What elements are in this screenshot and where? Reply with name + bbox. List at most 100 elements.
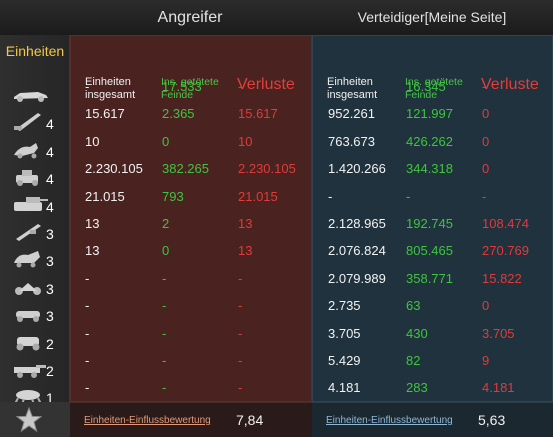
unit-level: 3 [46, 253, 54, 270]
attacker-cell: - [162, 298, 167, 314]
defender-cell: 952.261 [328, 106, 375, 122]
attacker-cell: 13 [85, 216, 100, 231]
attacker-influence-value: 7,84 [236, 412, 264, 428]
attacker-cell: - [238, 380, 243, 396]
defender-cell: 358.771 [406, 270, 453, 286]
vehicle-icon [8, 84, 54, 104]
attacker-cell: 10 [85, 133, 100, 149]
defender-cell: 2.735 [328, 298, 361, 314]
attacker-cell: 2 [162, 216, 170, 231]
def-col-units-total-line2: insgesamt [327, 89, 378, 101]
unit-level: 3 [46, 226, 54, 242]
defender-cell: 5.429 [328, 353, 361, 368]
attacker-cell: 382.265 [162, 161, 209, 177]
attacker-cell: 793 [162, 188, 184, 204]
attacker-cell: 21.015 [85, 188, 125, 204]
unit-level: 4 [46, 171, 54, 188]
defender-influence-link[interactable]: Einheiten-Einflussbewertung [326, 415, 453, 426]
defender-cell: 108.474 [482, 216, 529, 231]
def-col-losses: Verluste [481, 76, 539, 93]
def-col-killed-line1: Ins. getötete [405, 76, 463, 88]
attacker-title: Angreifer [157, 9, 223, 26]
sword-icon [8, 111, 54, 132]
walker-icon [8, 385, 54, 405]
defender-cell: 15.822 [482, 270, 522, 286]
defender-cell: - [406, 188, 411, 204]
attacker-cell: - [85, 353, 90, 368]
def-col-enemies-killed: Ins. getötete Feinde [405, 76, 463, 102]
defender-cell: 2.079.989 [328, 270, 386, 286]
defender-cell: 4.181 [482, 380, 515, 396]
def-col-units-total: Einheiten insgesamt [327, 76, 377, 102]
defender-cell: 121.997 [406, 106, 453, 122]
beast-rider-icon [8, 248, 54, 268]
defender-cell: 192.745 [406, 216, 453, 231]
attacker-cell: - [238, 298, 243, 314]
header-bar: Angreifer Verteidiger[Meine Seite] [0, 0, 553, 35]
defender-cell: 82 [406, 353, 421, 368]
defender-cell: 426.262 [406, 133, 453, 149]
gunner-icon [8, 166, 54, 187]
defender-cell: 283 [406, 380, 428, 396]
unit-level: 4 [46, 198, 54, 215]
defender-cell: 0 [482, 298, 490, 314]
defender-cell: 63 [406, 298, 421, 314]
attacker-cell: 10 [238, 133, 253, 149]
attacker-cell: 13 [238, 216, 253, 231]
defender-cell: 270.769 [482, 243, 529, 259]
defender-cell: 0 [482, 106, 490, 122]
defender-cell: - [482, 79, 487, 94]
attacker-cell: 15.617 [85, 106, 125, 122]
attacker-cell: - [162, 325, 167, 341]
attacker-cell: 13 [85, 243, 100, 259]
defender-cell: 16.345 [406, 79, 446, 94]
attacker-influence-link[interactable]: Einheiten-Einflussbewertung [84, 415, 211, 426]
rifle-icon [8, 221, 54, 241]
defender-cell: 344.318 [406, 161, 453, 177]
unit-level: 4 [46, 143, 54, 160]
att-col-losses: Verluste [237, 76, 295, 93]
attacker-cell: - [85, 325, 90, 341]
cannon-icon [8, 358, 54, 378]
quad-icon [8, 331, 54, 351]
unit-level: 1 [46, 390, 54, 407]
defender-cell: 430 [406, 325, 428, 341]
buggy-icon [8, 303, 54, 323]
attacker-cell: 2.230.105 [238, 161, 296, 177]
att-col-units-total-line2: insgesamt [85, 89, 136, 101]
defender-cell: 2.076.824 [328, 243, 386, 259]
footer-left [0, 402, 70, 437]
defender-cell: 3.705 [328, 325, 361, 341]
attacker-footer: Einheiten-Einflussbewertung 7,84 [70, 402, 312, 437]
att-col-killed-line1: Ins. getötete [161, 76, 219, 88]
defender-cell: 3.705 [482, 325, 515, 341]
attacker-cell: - [238, 79, 243, 94]
attacker-cell: 2.365 [162, 106, 195, 122]
attacker-cell: - [238, 325, 243, 341]
defender-cell: 0 [482, 161, 490, 177]
attacker-cell: 0 [162, 133, 170, 149]
defender-cell: - [482, 188, 487, 204]
defender-cell: - [328, 79, 333, 94]
att-col-enemies-killed: Ins. getötete Feinde [161, 76, 219, 102]
defender-cell: 763.673 [328, 133, 375, 149]
defender-cell: 805.465 [406, 243, 453, 259]
dog-rider-icon [8, 139, 54, 159]
attacker-cell: 13 [238, 243, 253, 259]
star-icon [16, 407, 42, 433]
motorbike-icon [8, 276, 54, 296]
att-col-killed-line2: Feinde [161, 89, 194, 101]
attacker-cell: - [238, 353, 243, 368]
att-col-units-total: Einheiten insgesamt [85, 76, 135, 102]
defender-cell: 0 [482, 133, 490, 149]
defender-cell: 9 [482, 353, 490, 368]
attacker-cell: 0 [162, 243, 170, 259]
unit-level: 3 [46, 280, 54, 297]
defender-footer: Einheiten-Einflussbewertung 5,63 [312, 402, 553, 437]
attacker-cell: 17.533 [162, 79, 202, 94]
attacker-cell: - [85, 270, 90, 286]
def-col-units-total-line1: Einheiten [327, 76, 373, 88]
attacker-cell: - [162, 380, 167, 396]
def-col-killed-line2: Feinde [405, 89, 438, 101]
defender-cell: 1.420.266 [328, 161, 386, 177]
